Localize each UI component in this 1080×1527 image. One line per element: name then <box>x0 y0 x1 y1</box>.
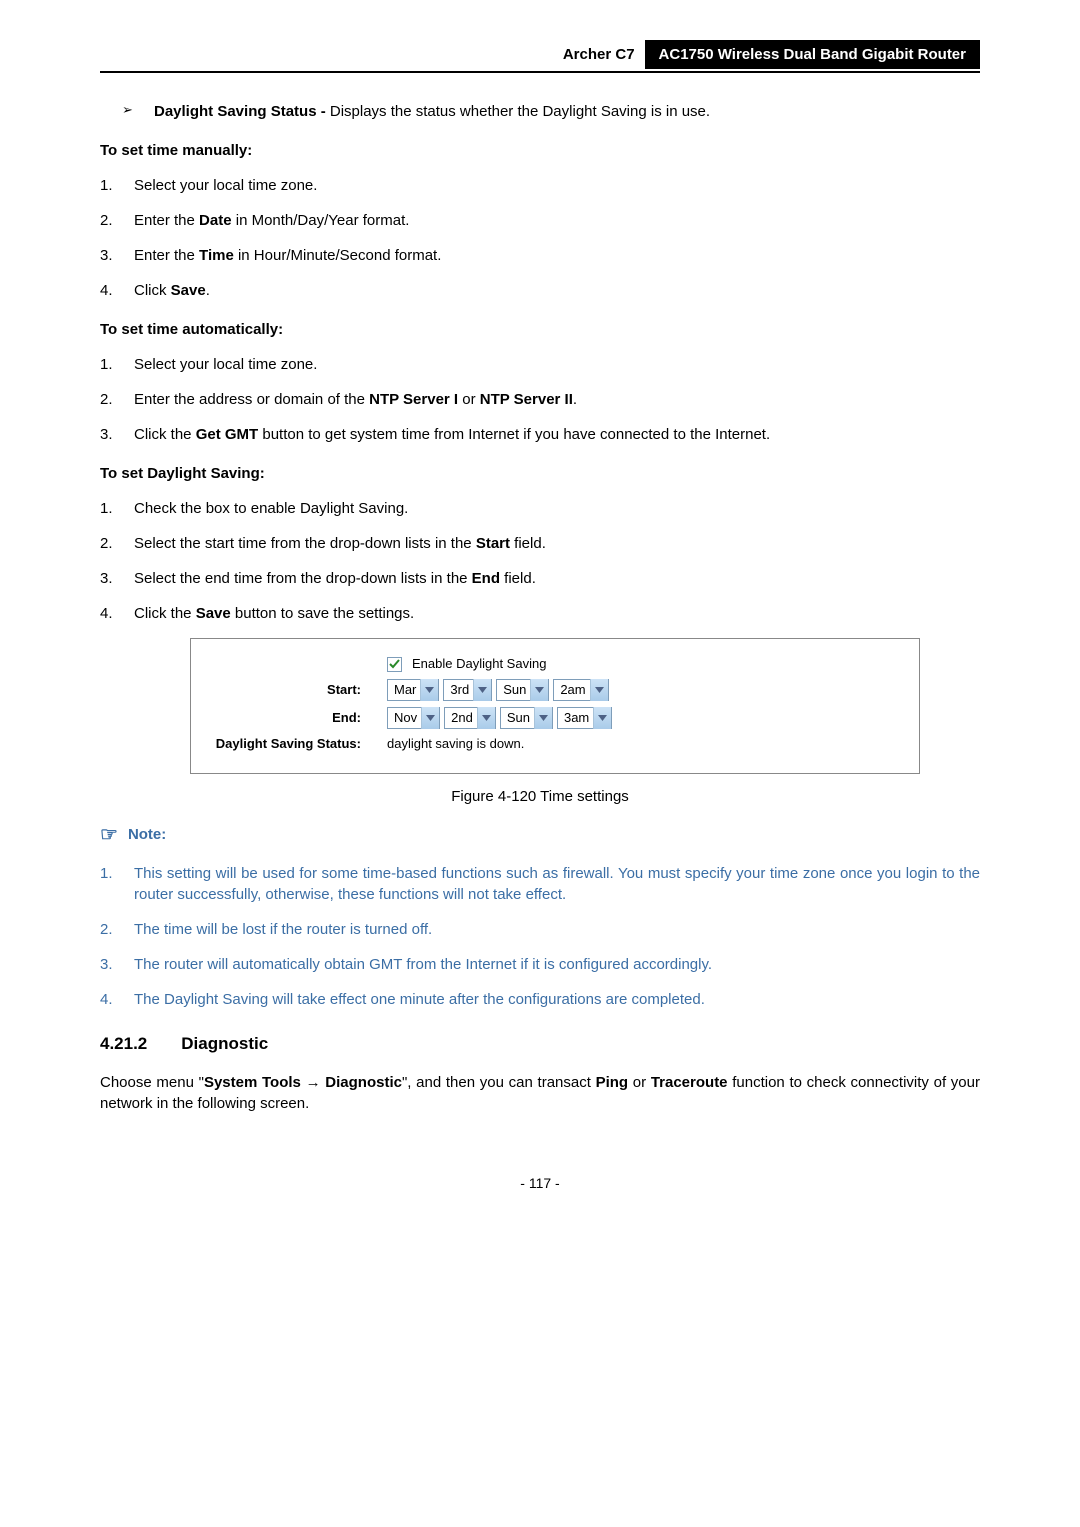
ds-status-label: Daylight Saving Status: <box>207 735 387 753</box>
list-item: 3. Select the end time from the drop-dow… <box>100 568 980 589</box>
figure-caption: Figure 4-120 Time settings <box>100 786 980 807</box>
end-label: End: <box>207 709 387 727</box>
end-hour-select[interactable]: 3am <box>557 707 612 729</box>
page-number: - 117 - <box>100 1174 980 1194</box>
notes-heading: ☞Note: <box>100 821 980 849</box>
list-item: 3. Enter the Time in Hour/Minute/Second … <box>100 245 980 266</box>
start-label: Start: <box>207 681 387 699</box>
end-ord-select[interactable]: 2nd <box>444 707 496 729</box>
end-day-select[interactable]: Sun <box>500 707 553 729</box>
bullet-glyph: ➢ <box>122 101 154 122</box>
header-product: Archer C7 <box>100 44 645 65</box>
section-4-21-2-heading: 4.21.2Diagnostic <box>100 1032 980 1056</box>
auto-list: 1. Select your local time zone. 2. Enter… <box>100 354 980 445</box>
enable-ds-checkbox[interactable] <box>387 657 402 672</box>
section-auto-head: To set time automatically: <box>100 319 980 340</box>
end-month-select[interactable]: Nov <box>387 707 440 729</box>
list-item: 1. Check the box to enable Daylight Savi… <box>100 498 980 519</box>
list-item: 2. Enter the Date in Month/Day/Year form… <box>100 210 980 231</box>
chevron-down-icon <box>593 707 611 729</box>
doc-header: Archer C7 AC1750 Wireless Dual Band Giga… <box>100 40 980 73</box>
bullet-daylight-status: ➢ Daylight Saving Status - Displays the … <box>122 101 980 122</box>
list-item: 2. Enter the address or domain of the NT… <box>100 389 980 410</box>
chevron-down-icon <box>421 707 439 729</box>
list-item: 2. Select the start time from the drop-d… <box>100 533 980 554</box>
section-manual-head: To set time manually: <box>100 140 980 161</box>
chevron-down-icon <box>477 707 495 729</box>
chevron-down-icon <box>530 679 548 701</box>
start-month-select[interactable]: Mar <box>387 679 439 701</box>
start-ord-select[interactable]: 3rd <box>443 679 492 701</box>
start-day-select[interactable]: Sun <box>496 679 549 701</box>
list-item: 1. This setting will be used for some ti… <box>100 863 980 905</box>
list-item: 3. The router will automatically obtain … <box>100 954 980 975</box>
list-item: 3. Click the Get GMT button to get syste… <box>100 424 980 445</box>
notes-list: 1. This setting will be used for some ti… <box>100 863 980 1010</box>
list-item: 4. Click Save. <box>100 280 980 301</box>
section-ds-head: To set Daylight Saving: <box>100 463 980 484</box>
diagnostic-paragraph: Choose menu "System Tools → Diagnostic",… <box>100 1072 980 1114</box>
chevron-down-icon <box>473 679 491 701</box>
start-hour-select[interactable]: 2am <box>553 679 608 701</box>
list-item: 1. Select your local time zone. <box>100 354 980 375</box>
ds-list: 1. Check the box to enable Daylight Savi… <box>100 498 980 624</box>
bullet-term: Daylight Saving Status - <box>154 103 326 120</box>
ds-status-value: daylight saving is down. <box>387 735 524 753</box>
bullet-rest: Displays the status whether the Daylight… <box>326 103 710 120</box>
list-item: 2. The time will be lost if the router i… <box>100 919 980 940</box>
header-title: AC1750 Wireless Dual Band Gigabit Router <box>645 40 980 69</box>
hand-point-icon: ☞ <box>100 824 118 846</box>
chevron-down-icon <box>420 679 438 701</box>
chevron-down-icon <box>534 707 552 729</box>
enable-ds-label: Enable Daylight Saving <box>412 655 546 673</box>
manual-list: 1. Select your local time zone. 2. Enter… <box>100 175 980 301</box>
chevron-down-icon <box>590 679 608 701</box>
list-item: 4. Click the Save button to save the set… <box>100 603 980 624</box>
list-item: 1. Select your local time zone. <box>100 175 980 196</box>
daylight-saving-figure: Enable Daylight Saving Start: Mar 3rd Su… <box>190 638 920 774</box>
list-item: 4. The Daylight Saving will take effect … <box>100 989 980 1010</box>
